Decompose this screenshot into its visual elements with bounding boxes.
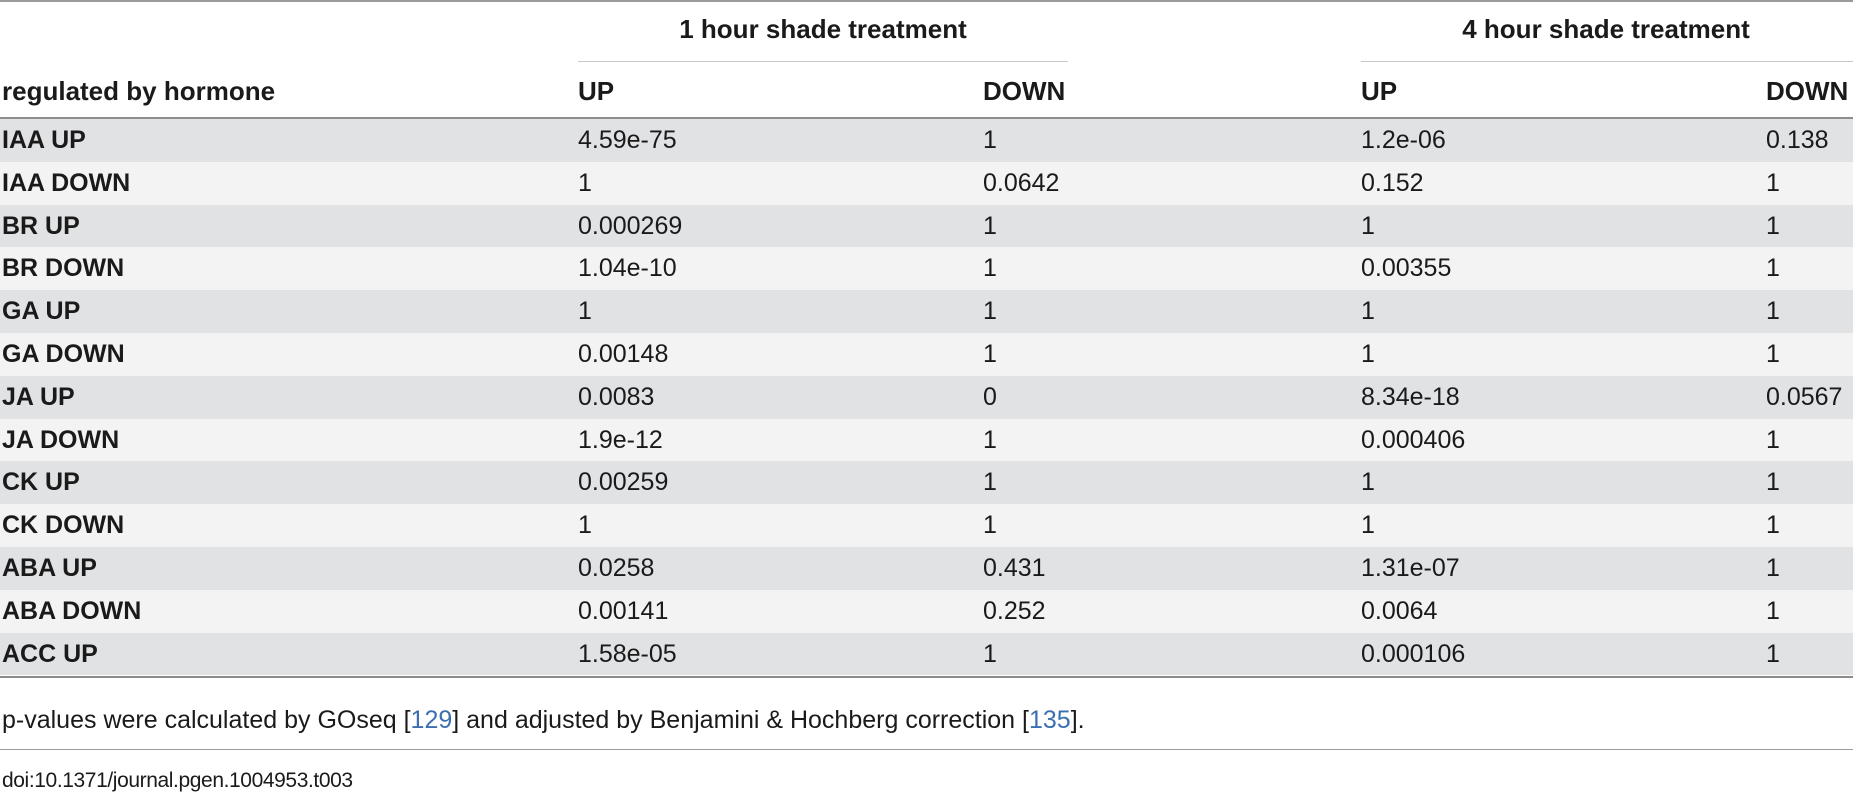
table-row: ABA UP 0.0258 0.431 1.31e-07 1 — [0, 546, 1853, 590]
cell-4h-down: 0.138 — [1766, 126, 1829, 154]
row-label: CK DOWN — [2, 511, 125, 540]
cell-1h-up: 1 — [578, 511, 592, 540]
table-top-rule — [0, 0, 1853, 2]
doi-label: doi:10.1371/journal.pgen.1004953.t003 — [2, 769, 353, 792]
cell-1h-up: 1.9e-12 — [578, 425, 663, 454]
cell-1h-up: 1 — [578, 168, 592, 197]
cell-1h-up: 0.00148 — [578, 339, 669, 368]
cell-1h-up: 1.58e-05 — [578, 639, 677, 668]
reference-link-135[interactable]: 135 — [1028, 706, 1071, 734]
cell-1h-down: 0.431 — [983, 553, 1046, 582]
cell-4h-up: 0.152 — [1361, 168, 1424, 197]
cell-4h-down: 1 — [1766, 168, 1780, 197]
cell-1h-up: 0.000269 — [578, 211, 683, 240]
cell-4h-up: 1 — [1361, 211, 1375, 240]
cell-4h-up: 0.000106 — [1361, 639, 1466, 668]
table-row: ABA DOWN 0.00141 0.252 0.0064 1 — [0, 589, 1853, 633]
table-row: CK UP 0.00259 1 1 1 — [0, 461, 1853, 505]
table-footnote: p-values were calculated by GOseq [129] … — [2, 706, 1085, 735]
row-label: BR DOWN — [2, 254, 125, 283]
col-header-4h-down: DOWN — [1766, 76, 1849, 106]
table-row: IAA UP 4.59e-75 1 1.2e-06 0.138 — [0, 119, 1853, 162]
cell-4h-up: 1 — [1361, 297, 1375, 326]
table-body: IAA UP 4.59e-75 1 1.2e-06 0.138 IAA DOWN… — [0, 119, 1853, 676]
table-row: GA DOWN 0.00148 1 1 1 — [0, 332, 1853, 376]
row-label: ABA DOWN — [2, 596, 142, 625]
cell-4h-up: 1 — [1361, 468, 1375, 497]
table-row: JA UP 0.0083 0 8.34e-18 0.0567 — [0, 375, 1853, 419]
col-header-4h-up: UP — [1361, 76, 1398, 106]
table-row: BR DOWN 1.04e-10 1 0.00355 1 — [0, 247, 1853, 291]
group-rule-1h — [578, 61, 1068, 62]
cell-4h-down: 1 — [1766, 639, 1780, 668]
group-header-4h: 4 hour shade treatment — [1462, 14, 1750, 44]
cell-4h-up: 1.31e-07 — [1361, 553, 1460, 582]
group-header-1h: 1 hour shade treatment — [679, 14, 967, 44]
table-bottom-rule — [0, 676, 1853, 678]
cell-1h-down: 0.0642 — [983, 168, 1060, 197]
cell-4h-down: 1 — [1766, 596, 1780, 625]
cell-1h-down: 1 — [983, 339, 997, 368]
table-row: GA UP 1 1 1 1 — [0, 290, 1853, 333]
doi-divider — [0, 749, 1853, 750]
table-row: ACC UP 1.58e-05 1 0.000106 1 — [0, 632, 1853, 676]
cell-1h-up: 0.00141 — [578, 596, 669, 625]
col-header-1h-down: DOWN — [983, 76, 1066, 106]
cell-4h-down: 0.0567 — [1766, 382, 1843, 411]
table-row: CK DOWN 1 1 1 1 — [0, 504, 1853, 547]
cell-1h-down: 1 — [983, 254, 997, 283]
cell-4h-up: 0.0064 — [1361, 596, 1438, 625]
cell-4h-up: 0.000406 — [1361, 425, 1466, 454]
reference-link-129[interactable]: 129 — [410, 706, 453, 734]
cell-4h-up: 0.00355 — [1361, 254, 1452, 283]
cell-1h-down: 1 — [983, 468, 997, 497]
cell-1h-down: 1 — [983, 639, 997, 668]
cell-1h-down: 1 — [983, 211, 997, 240]
cell-1h-down: 1 — [983, 511, 997, 540]
cell-1h-down: 1 — [983, 297, 997, 326]
cell-4h-down: 1 — [1766, 511, 1780, 540]
cell-4h-down: 1 — [1766, 553, 1780, 582]
row-label: IAA DOWN — [2, 168, 131, 197]
group-rule-4h — [1361, 61, 1853, 62]
cell-4h-up: 8.34e-18 — [1361, 382, 1460, 411]
row-label: JA DOWN — [2, 425, 120, 454]
header-rule — [0, 117, 1853, 119]
cell-4h-down: 1 — [1766, 339, 1780, 368]
cell-1h-down: 1 — [983, 425, 997, 454]
cell-1h-up: 0.0258 — [578, 553, 655, 582]
cell-1h-down: 1 — [983, 126, 997, 154]
cell-4h-down: 1 — [1766, 468, 1780, 497]
cell-1h-up: 4.59e-75 — [578, 126, 677, 154]
row-label: ABA UP — [2, 553, 97, 582]
footnote-text-middle: ] and adjusted by Benjamini & Hochberg c… — [452, 706, 1029, 734]
row-label: GA DOWN — [2, 339, 125, 368]
cell-4h-down: 1 — [1766, 425, 1780, 454]
cell-1h-up: 1 — [578, 297, 592, 326]
row-label: ACC UP — [2, 639, 98, 668]
row-label: GA UP — [2, 297, 81, 326]
table-row: JA DOWN 1.9e-12 1 0.000406 1 — [0, 418, 1853, 462]
col-header-1h-up: UP — [578, 76, 615, 106]
cell-4h-up: 1 — [1361, 339, 1375, 368]
cell-1h-up: 1.04e-10 — [578, 254, 677, 283]
table-row: BR UP 0.000269 1 1 1 — [0, 204, 1853, 248]
row-label: CK UP — [2, 468, 80, 497]
cell-4h-down: 1 — [1766, 254, 1780, 283]
cell-4h-down: 1 — [1766, 211, 1780, 240]
row-label: JA UP — [2, 382, 75, 411]
table-row: IAA DOWN 1 0.0642 0.152 1 — [0, 161, 1853, 205]
row-label: IAA UP — [2, 126, 86, 154]
cell-4h-up: 1.2e-06 — [1361, 126, 1446, 154]
footnote-text-after: ]. — [1070, 706, 1085, 734]
cell-1h-up: 0.00259 — [578, 468, 669, 497]
cell-4h-down: 1 — [1766, 297, 1780, 326]
cell-1h-down: 0.252 — [983, 596, 1046, 625]
row-label: BR UP — [2, 211, 80, 240]
footnote-text-before: p-values were calculated by GOseq [ — [2, 706, 411, 734]
cell-1h-down: 0 — [983, 382, 997, 411]
cell-1h-up: 0.0083 — [578, 382, 655, 411]
row-header-label: regulated by hormone — [2, 76, 276, 106]
cell-4h-up: 1 — [1361, 511, 1375, 540]
